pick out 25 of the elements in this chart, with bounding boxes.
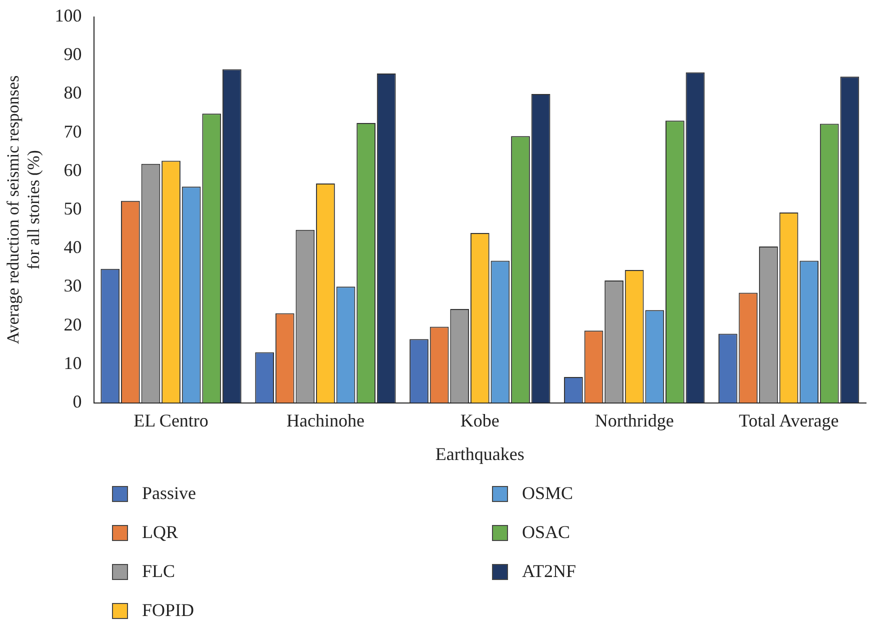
y-tick-label: 30	[64, 276, 82, 296]
y-axis-title: Average reduction of seismic responses for all stories (%)	[4, 75, 44, 344]
legend-label: AT2NF	[522, 561, 576, 582]
x-tick-label: Total Average	[738, 410, 839, 430]
y-tick-label: 70	[64, 121, 82, 142]
y-tick-label: 80	[64, 82, 82, 103]
y-tick-label: 40	[64, 237, 82, 258]
legend-label: Passive	[142, 483, 196, 504]
y-tick-label: 60	[64, 160, 82, 180]
x-tick-label: Hachinohe	[286, 410, 364, 430]
x-tick-label: Northridge	[594, 410, 674, 430]
legend-label: LQR	[142, 522, 178, 543]
y-tick-label: 0	[72, 392, 82, 412]
y-tick-label: 90	[64, 44, 82, 64]
x-tick-label: EL Centro	[134, 410, 208, 430]
x-axis-title: Earthquakes	[435, 444, 524, 464]
legend-label: FOPID	[142, 600, 194, 621]
x-tick-label: Kobe	[460, 410, 500, 430]
y-tick-label: 10	[64, 352, 82, 373]
y-tick-label: 50	[64, 198, 82, 219]
y-tick-label: 100	[54, 6, 82, 26]
legend-label: OSMC	[522, 483, 574, 504]
legend-label: FLC	[142, 561, 176, 582]
y-tick-label: 20	[64, 314, 82, 334]
legend-label: OSAC	[522, 522, 570, 543]
